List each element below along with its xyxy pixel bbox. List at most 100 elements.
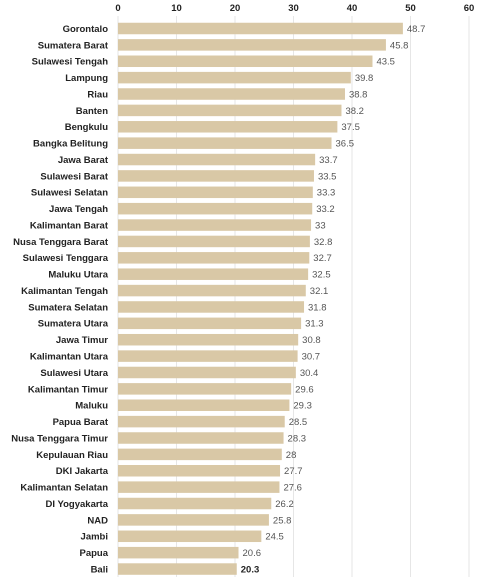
bar-26: [118, 448, 282, 461]
bar-7: [118, 137, 332, 149]
bar-18: [118, 317, 302, 330]
bar-20: [118, 350, 298, 362]
value-label-1: 45.8: [390, 40, 409, 51]
tick-label-30: 30: [288, 3, 299, 14]
value-label-8: 33.7: [319, 155, 338, 166]
category-label-33: Bali: [91, 564, 108, 575]
bar-17: [118, 301, 305, 313]
category-label-15: Maluku Utara: [48, 270, 108, 281]
bar-3: [118, 71, 351, 84]
tick-label-50: 50: [405, 3, 416, 14]
category-label-25: Nusa Tenggara Timur: [11, 433, 108, 444]
value-label-0: 48.7: [407, 24, 426, 35]
bar-9: [118, 170, 314, 182]
value-label-20: 30.7: [302, 352, 321, 363]
bar-28: [118, 481, 280, 493]
category-label-22: Kalimantan Timur: [28, 384, 108, 395]
bar-8: [118, 153, 316, 166]
value-label-19: 30.8: [302, 335, 321, 346]
bar-24: [118, 415, 285, 428]
value-label-9: 33.5: [318, 171, 337, 182]
value-label-4: 38.8: [349, 89, 368, 100]
tick-label-0: 0: [115, 3, 120, 14]
value-labels: 48.7 45.8 43.539.8 38.8 38.2 37.5 36.5 33.7 33.5…: [241, 24, 426, 576]
category-label-3: Lampung: [65, 73, 108, 84]
value-label-3: 39.8: [355, 73, 374, 84]
value-label-10: 33.3: [317, 188, 336, 199]
value-label-30: 25.8: [273, 515, 292, 526]
value-label-5: 38.2: [345, 106, 364, 117]
category-label-9: Sulawesi Barat: [40, 171, 108, 182]
bar-27: [118, 465, 281, 477]
value-label-12: 33: [315, 220, 326, 231]
bar-30: [118, 514, 269, 526]
tick-label-20: 20: [230, 3, 241, 14]
bar-15: [118, 268, 309, 280]
value-label-25: 28.3: [288, 433, 307, 444]
bar-33: [118, 563, 237, 575]
value-label-11: 33.2: [316, 204, 335, 215]
bars: [118, 22, 403, 575]
category-label-30: NAD: [87, 515, 108, 526]
category-label-23: Maluku: [75, 401, 108, 412]
category-label-11: Jawa Tengah: [49, 204, 108, 215]
category-label-26: Kepulauan Riau: [36, 450, 108, 461]
bar-0: [118, 22, 403, 35]
bar-5: [118, 104, 342, 117]
value-label-24: 28.5: [289, 417, 308, 428]
value-label-22: 29.6: [295, 384, 314, 395]
bar-21: [118, 366, 296, 379]
tick-label-10: 10: [171, 3, 182, 14]
category-label-21: Sulawesi Utara: [40, 368, 108, 379]
bar-6: [118, 121, 338, 133]
value-label-7: 36.5: [336, 139, 355, 150]
value-label-14: 32.7: [313, 253, 332, 264]
tick-label-40: 40: [347, 3, 358, 14]
category-label-10: Sulawesi Selatan: [31, 188, 108, 199]
category-label-28: Kalimantan Selatan: [20, 483, 108, 494]
x-axis-ticks: 0 10 20 30 40 50 60: [115, 3, 474, 14]
value-label-16: 32.1: [310, 286, 329, 297]
bar-4: [118, 88, 345, 100]
category-label-6: Bengkulu: [65, 122, 108, 133]
category-label-24: Papua Barat: [53, 417, 109, 428]
category-label-4: Riau: [87, 89, 108, 100]
value-label-33: 20.3: [241, 564, 260, 575]
bar-14: [118, 252, 310, 264]
bar-19: [118, 333, 299, 346]
category-label-18: Sumatera Utara: [38, 319, 109, 330]
category-label-5: Banten: [76, 106, 108, 117]
value-label-18: 31.3: [305, 319, 324, 330]
value-label-29: 26.2: [275, 499, 294, 510]
bar-29: [118, 497, 272, 510]
category-label-13: Nusa Tenggara Barat: [13, 237, 109, 248]
category-label-19: Jawa Timur: [56, 335, 108, 346]
category-labels: Gorontalo Sumatera Barat Sulawesi Tengah La…: [11, 24, 109, 576]
value-label-21: 30.4: [300, 368, 319, 379]
value-label-28: 27.6: [283, 483, 302, 494]
bar-11: [118, 202, 313, 215]
value-label-27: 27.7: [284, 466, 303, 477]
value-label-23: 29.3: [293, 401, 312, 412]
value-label-26: 28: [286, 450, 297, 461]
category-label-0: Gorontalo: [63, 24, 109, 35]
bar-31: [118, 530, 262, 543]
bar-22: [118, 383, 292, 395]
category-label-2: Sulawesi Tengah: [32, 57, 109, 68]
bar-2: [118, 55, 373, 68]
category-label-16: Kalimantan Tengah: [21, 286, 108, 297]
bar-16: [118, 284, 306, 297]
bar-12: [118, 219, 312, 231]
bar-23: [118, 399, 290, 411]
value-label-31: 24.5: [265, 532, 284, 543]
category-label-12: Kalimantan Barat: [30, 220, 109, 231]
category-label-29: DI Yogyakarta: [46, 499, 109, 510]
category-label-14: Sulawesi Tenggara: [23, 253, 109, 264]
value-label-6: 37.5: [341, 122, 360, 133]
value-label-32: 20.6: [243, 548, 262, 559]
value-label-13: 32.8: [314, 237, 333, 248]
value-label-2: 43.5: [376, 57, 395, 68]
bar-13: [118, 235, 310, 248]
category-label-17: Sumatera Selatan: [28, 302, 108, 313]
